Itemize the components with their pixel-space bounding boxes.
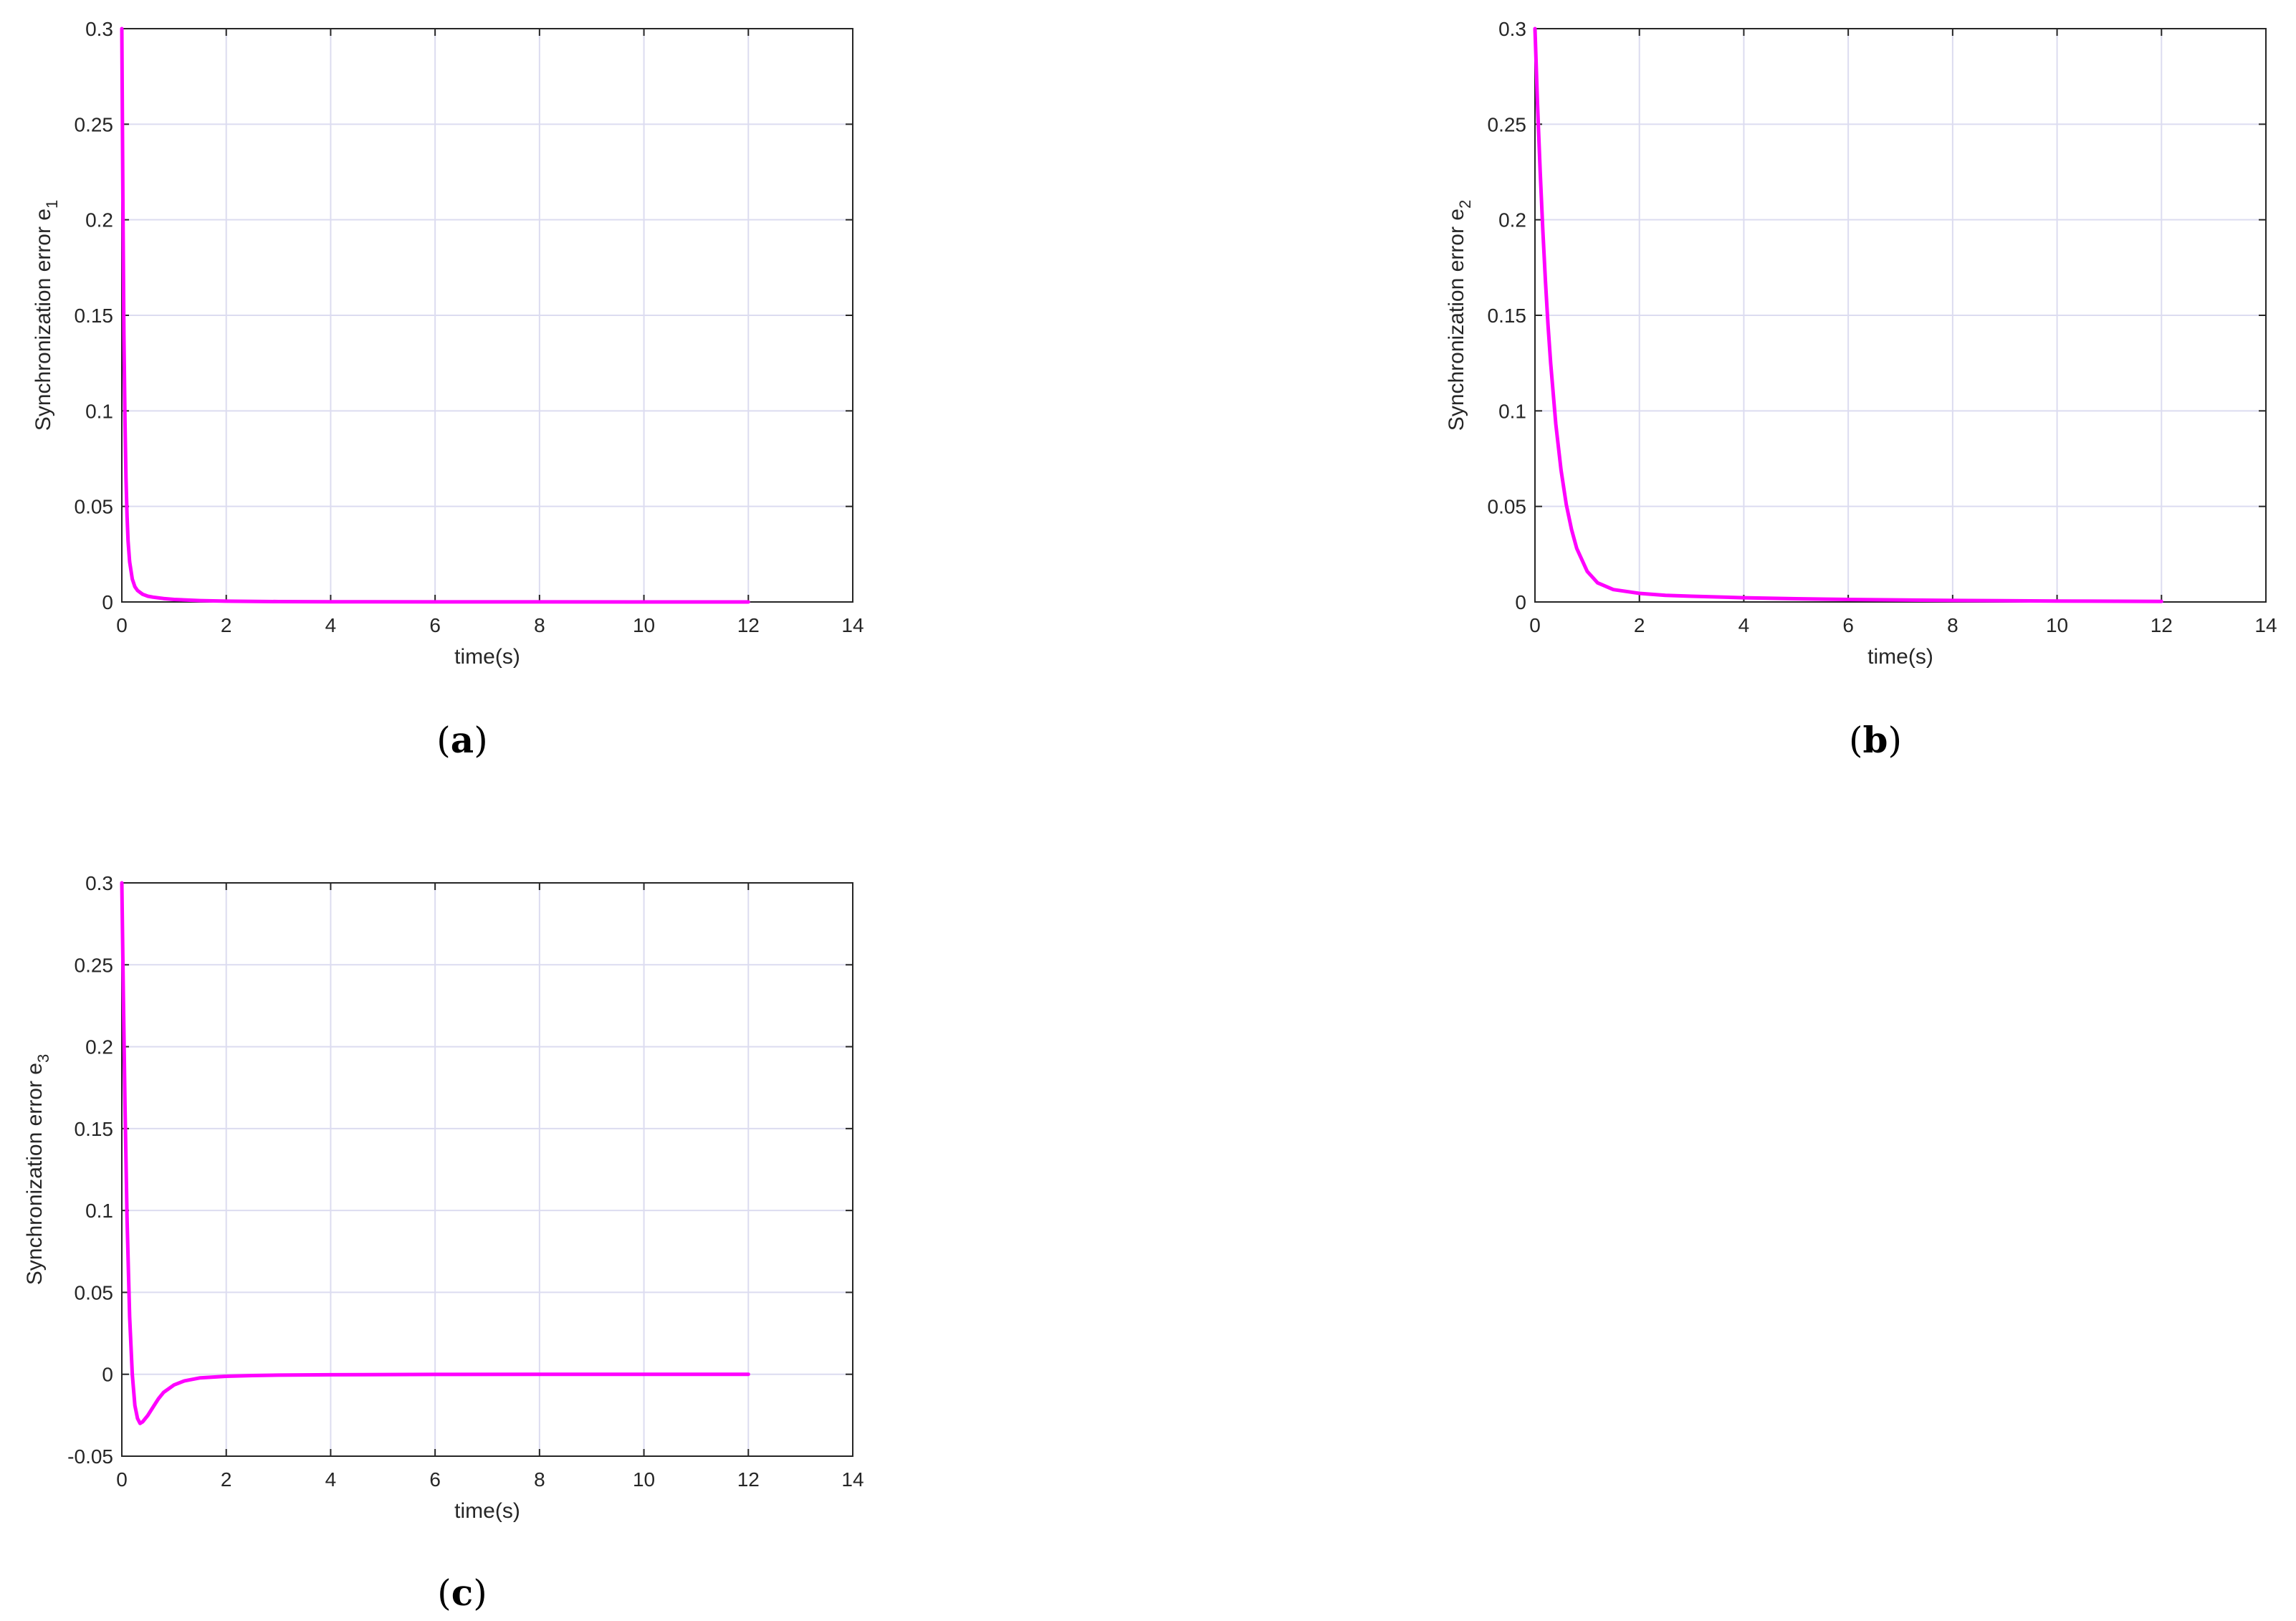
y-axis-label-main: Synchronization error e — [32, 209, 55, 431]
x-tick-label: 10 — [633, 614, 655, 636]
y-tick-label: 0.2 — [85, 1036, 113, 1058]
axes-box — [1534, 28, 2267, 603]
series-line — [1533, 27, 2163, 603]
panel-label-letter: c — [451, 1572, 473, 1614]
y-axis-label: Synchronization error e1 — [32, 200, 61, 431]
y-tick-label: 0.2 — [85, 209, 113, 231]
y-tick-label: 0 — [1515, 591, 1526, 613]
y-tick-label: 0.05 — [75, 1281, 114, 1304]
panel-label-letter: b — [1863, 719, 1888, 761]
chart-panel-b: 0 2 4 6 8 10 12 14 0 0.05 0.1 0.15 0.2 0.25 0.3 time(s)… — [1445, 18, 2277, 761]
y-axis-label: Synchronization error e2 — [1445, 200, 1474, 431]
y-axis-label-main: Synchronization error e — [23, 1063, 47, 1285]
y-tick-label: 0.3 — [85, 872, 113, 894]
y-axis-label-main: Synchronization error e — [1445, 209, 1468, 431]
y-tick-label: 0 — [102, 1364, 113, 1386]
y-tick-label: 0.15 — [75, 1118, 114, 1140]
y-axis-label-subscript: 3 — [34, 1054, 52, 1063]
x-tick-label: 12 — [737, 1468, 760, 1491]
x-axis-label: time(s) — [454, 645, 520, 669]
chart-panel-a: 0 2 4 6 8 10 12 14 0 0.05 0.1 0.15 0.2 0.25 0.3 time(s)… — [32, 18, 864, 761]
x-tick-label: 6 — [429, 614, 441, 636]
x-axis-label: time(s) — [454, 1499, 520, 1523]
series-line — [120, 27, 750, 604]
y-tick-label: 0.05 — [75, 496, 114, 518]
panel-label: (c) — [437, 1572, 487, 1614]
x-tick-label: 4 — [1738, 614, 1750, 636]
y-tick-label: 0.3 — [85, 18, 113, 40]
y-tick-label: 0.25 — [75, 113, 114, 135]
chart-panel-c: 0 2 4 6 8 10 12 14-0.0500.050.10.150.20.250.3ti… — [23, 872, 864, 1614]
series-line — [120, 881, 750, 1425]
y-tick-label: 0.05 — [1488, 496, 1527, 518]
y-tick-label: 0 — [102, 591, 113, 613]
x-tick-label: 14 — [841, 614, 864, 636]
y-tick-label: 0.2 — [1498, 209, 1526, 231]
panel-label-letter: a — [451, 719, 474, 761]
y-tick-label: 0.3 — [1498, 18, 1526, 40]
plot-area — [122, 883, 853, 1456]
x-tick-label: 6 — [1842, 614, 1854, 636]
x-tick-label: 4 — [325, 1468, 337, 1491]
x-tick-label: 0 — [116, 1468, 128, 1491]
axes-box — [121, 882, 853, 1457]
x-tick-label: 8 — [1947, 614, 1958, 636]
y-axis-label-subscript: 2 — [1456, 200, 1474, 209]
y-tick-label: 0.15 — [75, 305, 114, 327]
x-tick-label: 0 — [116, 614, 128, 636]
x-tick-label: 2 — [221, 614, 232, 636]
y-tick-label: 0.15 — [1488, 305, 1527, 327]
y-tick-label: 0.1 — [1498, 400, 1526, 422]
x-tick-label: 6 — [429, 1468, 441, 1491]
panel-label: (b) — [1849, 719, 1902, 761]
y-tick-label: -0.05 — [67, 1445, 113, 1468]
x-tick-label: 4 — [325, 614, 337, 636]
y-axis-label: Synchronization error e3 — [23, 1054, 52, 1285]
x-tick-label: 2 — [221, 1468, 232, 1491]
y-tick-label: 0.25 — [1488, 113, 1527, 135]
x-tick-label: 14 — [841, 1468, 864, 1491]
x-axis-label: time(s) — [1867, 645, 1933, 669]
y-tick-label: 0.1 — [85, 1200, 113, 1222]
x-tick-label: 12 — [737, 614, 760, 636]
y-axis-label-subscript: 1 — [43, 200, 61, 209]
x-tick-label: 8 — [534, 1468, 545, 1491]
x-tick-label: 0 — [1529, 614, 1541, 636]
x-tick-label: 2 — [1634, 614, 1645, 636]
panel-label: (a) — [436, 719, 487, 761]
x-tick-label: 10 — [633, 1468, 655, 1491]
y-tick-label: 0.1 — [85, 400, 113, 422]
y-tick-label: 0.25 — [75, 954, 114, 976]
x-tick-label: 14 — [2254, 614, 2277, 636]
x-tick-label: 12 — [2151, 614, 2173, 636]
x-tick-label: 10 — [2046, 614, 2068, 636]
x-tick-label: 8 — [534, 614, 545, 636]
